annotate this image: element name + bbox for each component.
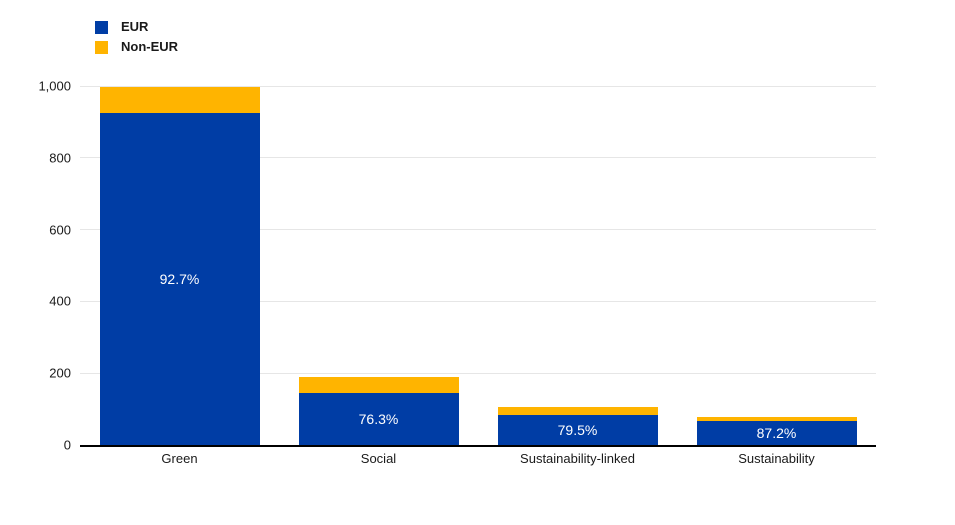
x-axis-category-label-green: Green	[161, 451, 198, 466]
bar-segment-non-eur-sustainability-linked	[497, 406, 658, 415]
y-axis-tick-label: 1,000	[38, 78, 71, 94]
legend-label: Non-EUR	[121, 39, 179, 54]
legend-swatch-icon	[95, 20, 108, 34]
gridline	[80, 229, 876, 231]
x-axis-category-label-social: Social	[360, 451, 397, 466]
chart-legend: EUR Non-EUR	[95, 17, 178, 57]
y-axis-tick-label: 0	[63, 437, 71, 453]
gridline	[80, 157, 876, 159]
x-axis-category-label-sustainability-linked: Sustainability-linked	[520, 451, 635, 466]
y-axis-tick-label: 800	[49, 150, 71, 166]
bar-segment-eur-green	[99, 112, 260, 445]
legend-label: EUR	[121, 19, 149, 34]
plot-area: 0 200 400 600 800 1,000 92.7% Green 76.3% Social 7…	[38, 79, 876, 466]
y-axis-tick-label: 600	[49, 222, 71, 238]
bar-segment-eur-sustainability-linked	[497, 414, 658, 445]
legend-item-non-eur: Non-EUR	[95, 37, 178, 57]
bar-segment-eur-sustainability	[696, 420, 857, 445]
gridline	[80, 85, 876, 87]
y-axis-tick-label: 200	[49, 365, 71, 381]
y-axis-tick-label: 400	[49, 293, 71, 309]
bar-segment-non-eur-social	[298, 376, 459, 393]
legend-item-eur: EUR	[95, 17, 178, 37]
bar-segment-non-eur-green	[99, 86, 260, 113]
bar-segment-eur-social	[298, 392, 459, 445]
gridline	[80, 300, 876, 302]
legend-swatch-icon	[95, 40, 108, 54]
gridline	[80, 372, 876, 374]
bar-segment-non-eur-sustainability	[696, 417, 857, 421]
x-axis-line	[80, 445, 876, 447]
x-axis-category-label-sustainability: Sustainability	[738, 451, 815, 466]
